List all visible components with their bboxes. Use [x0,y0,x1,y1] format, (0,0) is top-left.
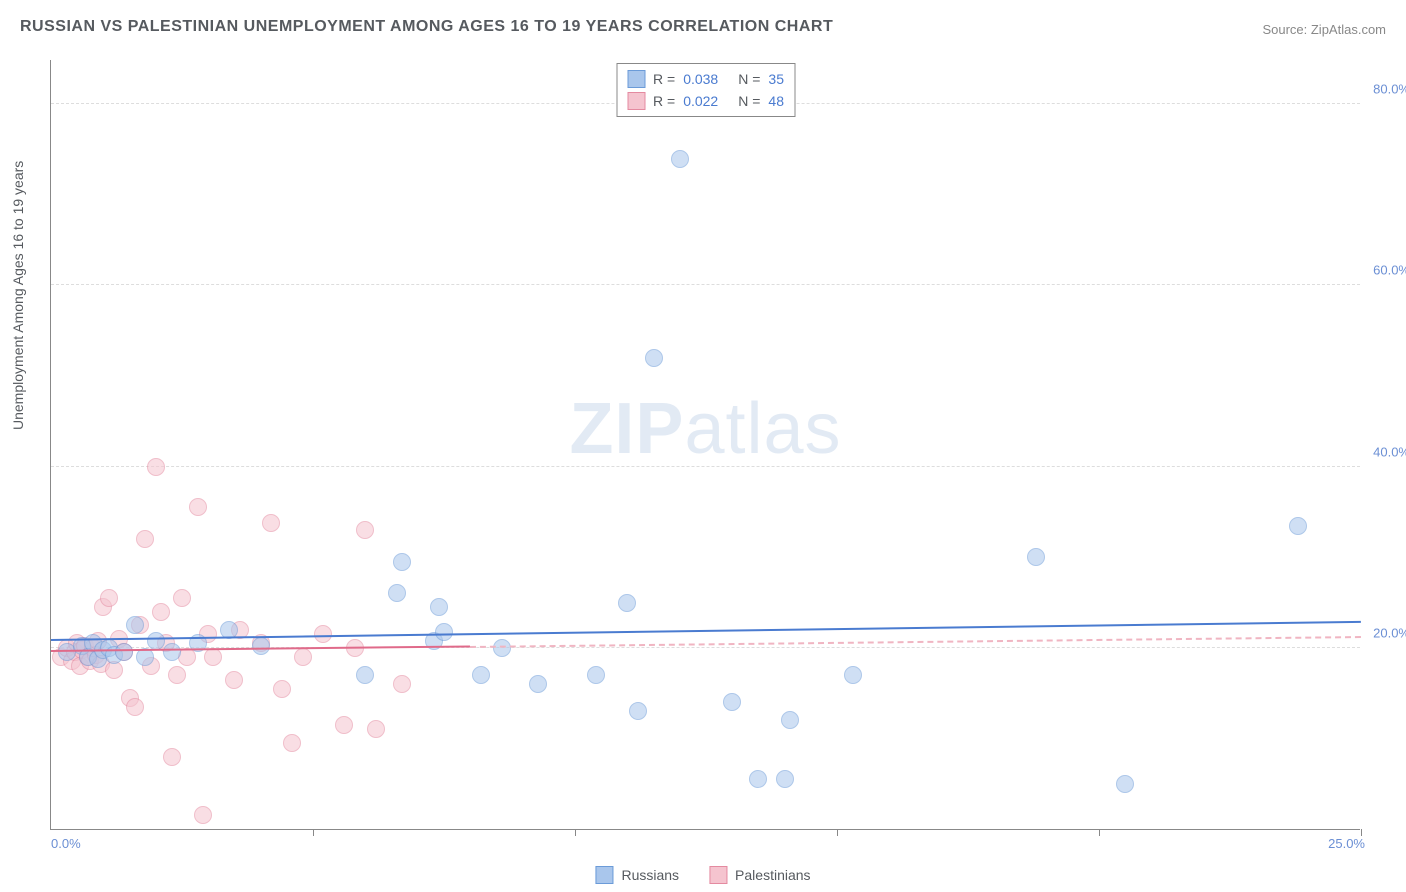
legend-swatch [627,92,645,110]
stat-n-value: 48 [768,93,784,109]
scatter-point [273,680,291,698]
stat-n-value: 35 [768,71,784,87]
y-tick-label: 40.0% [1365,444,1406,459]
legend-stat-row: R = 0.022 N = 48 [627,90,784,112]
legend-stat-row: R = 0.038 N = 35 [627,68,784,90]
scatter-point [493,639,511,657]
scatter-point [189,498,207,516]
scatter-point [163,748,181,766]
x-axis-min-label: 0.0% [51,836,81,851]
y-tick-label: 20.0% [1365,625,1406,640]
scatter-point [147,632,165,650]
scatter-point [356,666,374,684]
x-tick [1361,829,1362,836]
watermark-thin: atlas [684,389,841,469]
stat-r-value: 0.038 [683,71,718,87]
scatter-point [645,349,663,367]
correlation-legend: R = 0.038 N = 35 R = 0.022 N = 48 [616,63,795,117]
scatter-point [393,675,411,693]
scatter-point [147,458,165,476]
watermark-bold: ZIP [569,389,684,469]
scatter-point [393,553,411,571]
scatter-point [115,643,133,661]
legend-item: Russians [595,866,679,884]
stat-r-label: R = [653,93,675,109]
stat-n-label: N = [738,71,760,87]
scatter-point [194,806,212,824]
y-tick-label: 60.0% [1365,263,1406,278]
watermark: ZIPatlas [569,388,841,470]
x-tick [575,829,576,836]
scatter-point [105,661,123,679]
scatter-point [100,589,118,607]
scatter-point [173,589,191,607]
gridline [51,284,1360,285]
scatter-point [587,666,605,684]
scatter-point [367,720,385,738]
scatter-point [152,603,170,621]
x-tick [313,829,314,836]
gridline [51,466,1360,467]
scatter-point [168,666,186,684]
scatter-point [723,693,741,711]
scatter-point [163,643,181,661]
scatter-point [335,716,353,734]
scatter-point [126,616,144,634]
y-tick-label: 80.0% [1365,82,1406,97]
scatter-point [262,514,280,532]
scatter-point [435,623,453,641]
scatter-point [294,648,312,666]
scatter-point [1116,775,1134,793]
scatter-point [671,150,689,168]
scatter-point [252,637,270,655]
scatter-point [529,675,547,693]
series-legend: Russians Palestinians [595,866,810,884]
stat-n-label: N = [738,93,760,109]
scatter-point [430,598,448,616]
scatter-point [749,770,767,788]
scatter-plot-area: ZIPatlas R = 0.038N = 35R = 0.022N = 48 … [50,60,1360,830]
scatter-point [844,666,862,684]
source-attribution: Source: ZipAtlas.com [1262,22,1386,37]
x-axis-max-label: 25.0% [1328,836,1365,851]
scatter-point [472,666,490,684]
x-tick [837,829,838,836]
scatter-point [1027,548,1045,566]
legend-swatch [709,866,727,884]
scatter-point [225,671,243,689]
scatter-point [126,698,144,716]
scatter-point [136,530,154,548]
scatter-point [204,648,222,666]
legend-label: Russians [621,867,679,883]
scatter-point [1289,517,1307,535]
scatter-point [618,594,636,612]
legend-swatch [627,70,645,88]
scatter-point [776,770,794,788]
scatter-point [356,521,374,539]
y-axis-label: Unemployment Among Ages 16 to 19 years [10,161,26,430]
chart-title: RUSSIAN VS PALESTINIAN UNEMPLOYMENT AMON… [20,18,833,36]
scatter-point [283,734,301,752]
scatter-point [629,702,647,720]
stat-r-label: R = [653,71,675,87]
legend-label: Palestinians [735,867,811,883]
scatter-point [781,711,799,729]
scatter-point [388,584,406,602]
legend-swatch [595,866,613,884]
x-tick [1099,829,1100,836]
stat-r-value: 0.022 [683,93,718,109]
legend-item: Palestinians [709,866,811,884]
